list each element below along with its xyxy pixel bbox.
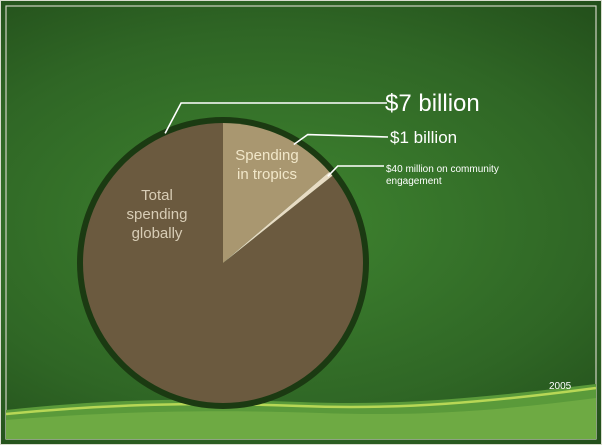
pie-slice-spending-in-tropics <box>223 123 330 263</box>
year-label: 2005 <box>549 381 572 392</box>
leader-line-community <box>327 165 384 177</box>
callout-tropics-value: $1 billion <box>390 128 458 147</box>
callout-total-value: $7 billion <box>385 90 480 117</box>
bottom-swoosh-highlight <box>5 386 597 416</box>
leader-line-tropics <box>293 133 389 146</box>
leader-line-total <box>164 102 387 134</box>
pie-slice-community-engagement <box>223 171 333 263</box>
slice-label-total: Total spending globally <box>126 187 188 242</box>
pie-slice-total-spending <box>83 123 364 403</box>
slice-label-tropics: Spending in tropics <box>235 147 299 183</box>
callout-community-value: $40 million on community engagement <box>386 164 499 187</box>
